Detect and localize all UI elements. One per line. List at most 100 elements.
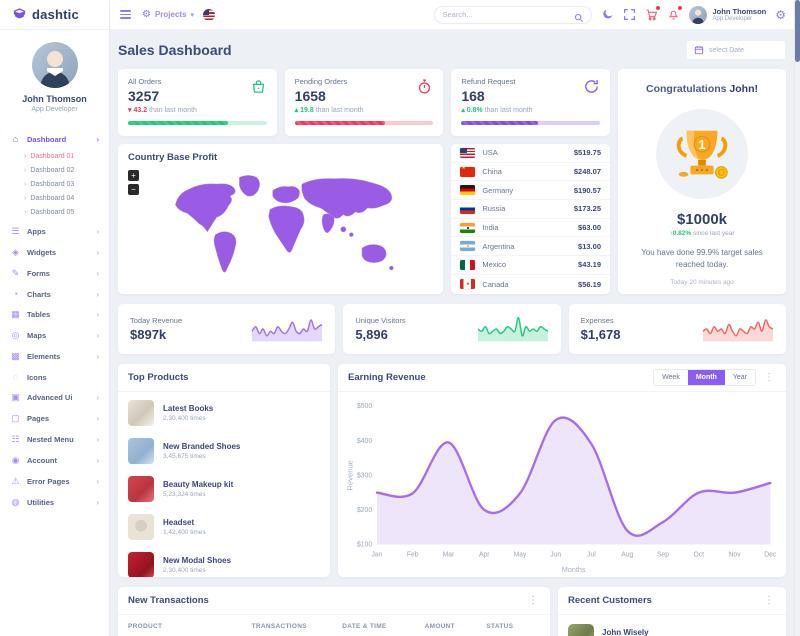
chevron-right-icon: › (96, 227, 99, 236)
country-profit-value: $248.07 (573, 167, 601, 177)
sidebar-item-widgets[interactable]: ◈ Widgets › (0, 242, 109, 263)
product-text: New Branded Shoes 3,45,675 times (163, 442, 240, 460)
product-item-shoes-red[interactable]: New Modal Shoes 2,30,400 times (118, 544, 330, 577)
sidebar-item-dashboard[interactable]: ⌂ Dashboard › (0, 129, 109, 149)
cart-icon[interactable] (645, 5, 662, 21)
world-map[interactable] (142, 168, 435, 288)
svg-text:$400: $400 (357, 438, 372, 445)
sidebar-item-account[interactable]: ◉ Account › (0, 450, 109, 471)
sidebar-item-elements[interactable]: ▩ Elements › (0, 346, 109, 367)
column-header-transactions[interactable]: TRANSACTIONS (251, 623, 307, 630)
country-row-china[interactable]: China $248.07 (451, 163, 610, 182)
hamburger-menu-icon[interactable] (118, 8, 133, 21)
settings-gear-icon[interactable]: ⚙ (775, 7, 786, 22)
topbar: ⚙ Projects ▾ (110, 0, 794, 30)
product-item-makeup[interactable]: Beauty Makeup kit 5,23,324 times (118, 468, 330, 506)
country-profit-value: $43.19 (578, 260, 601, 270)
projects-dropdown[interactable]: ⚙ Projects ▾ (142, 9, 194, 20)
column-header-status[interactable]: STATUS (486, 623, 514, 630)
sidebar-subitem-dashboard-03[interactable]: › Dashboard 03 (0, 177, 109, 191)
new-transactions-title: New Transactions (128, 595, 209, 606)
stat-label: Refund Request (461, 77, 516, 86)
svg-text:Apr: Apr (479, 552, 490, 559)
submenu-bullet-icon: › (24, 194, 27, 202)
sidebar-item-error-pages[interactable]: ⚠ Error Pages › (0, 471, 109, 492)
product-name: Latest Books (163, 404, 214, 413)
country-row-mexico[interactable]: Mexico $43.19 (451, 256, 610, 275)
mini-stat-label: Today Revenue (130, 316, 183, 325)
sidebar-item-pages[interactable]: ▢ Pages › (0, 408, 109, 429)
sidebar-subitem-dashboard-05[interactable]: › Dashboard 05 (0, 205, 109, 219)
scrollbar[interactable] (794, 0, 800, 636)
sidebar-item-tables[interactable]: ▦ Tables › (0, 304, 109, 325)
chevron-right-icon: › (96, 498, 99, 507)
search-input[interactable] (442, 10, 571, 19)
notifications-bell-icon[interactable] (667, 5, 684, 21)
topbar-user-name: John Thomson (712, 7, 767, 16)
search-icon[interactable] (574, 10, 584, 22)
chevron-right-icon: › (96, 352, 99, 361)
topbar-user-menu[interactable]: John Thomson App Developer (689, 5, 767, 24)
kebab-menu-icon[interactable]: ⋮ (528, 595, 538, 606)
congrats-message: You have done 99.9% target sales reached… (641, 248, 763, 269)
sidebar-item-advanced-ui[interactable]: ▣ Advanced Ui › (0, 387, 109, 408)
customer-list: John Wisely1340 Gills Rd, VA, 23139 (558, 615, 786, 636)
column-header-product[interactable]: PRODUCT (128, 623, 163, 630)
range-button-month[interactable]: Month (687, 370, 725, 385)
svg-text:Revenue: Revenue (346, 460, 355, 490)
dark-mode-moon-icon[interactable] (601, 8, 614, 21)
sidebar-subitem-dashboard-02[interactable]: › Dashboard 02 (0, 163, 109, 177)
product-item-headset[interactable]: Headset 1,42,400 times (118, 506, 330, 544)
sidebar-item-maps[interactable]: ◎ Maps › (0, 325, 109, 346)
chevron-down-icon: ▾ (190, 11, 195, 19)
country-row-germany[interactable]: Germany $190.57 (451, 181, 610, 201)
sidebar-item-icons[interactable]: ◌ Icons (0, 367, 109, 387)
country-row-argentina[interactable]: Argentina $13.00 (451, 237, 610, 257)
sidebar-subitem-dashboard-01[interactable]: › Dashboard 01 (0, 149, 109, 163)
country-row-russia[interactable]: Russia $173.25 (451, 200, 610, 219)
stat-label: Pending Orders (294, 77, 348, 86)
kebab-menu-icon[interactable]: ⋮ (764, 372, 774, 383)
stat-delta-value: 0.8% (466, 107, 483, 114)
kebab-menu-icon[interactable]: ⋮ (764, 595, 774, 606)
map-zoom-in-button[interactable]: + (128, 170, 139, 181)
mini-stats-row: Today Revenue $897k Unique Visitors 5,896 Ex… (118, 304, 786, 354)
customer-avatar (568, 624, 594, 636)
product-item-books[interactable]: Latest Books 2,30,400 times (118, 392, 330, 430)
svg-text:Nov: Nov (729, 552, 742, 559)
range-button-week[interactable]: Week (654, 370, 688, 385)
sidebar-item-label: Apps (27, 227, 46, 236)
scrollbar-thumb[interactable] (794, 0, 800, 62)
country-name: Canada (482, 279, 509, 289)
submenu-bullet-icon: › (24, 166, 27, 174)
select-date-input[interactable]: select Date (686, 40, 786, 60)
sidebar-item-forms[interactable]: ✎ Forms › (0, 263, 109, 284)
fullscreen-icon[interactable] (623, 8, 636, 21)
sidebar-item-label: Charts (27, 289, 51, 299)
column-header-amount[interactable]: AMOUNT (424, 623, 455, 630)
product-item-shoes-blue[interactable]: New Branded Shoes 3,45,675 times (118, 430, 330, 468)
brand-logo[interactable]: dashtic (0, 0, 109, 30)
customer-item[interactable]: John Wisely1340 Gills Rd, VA, 23139 (558, 615, 786, 636)
country-row-usa[interactable]: USA $519.75 (451, 144, 610, 163)
sidebar-item-charts[interactable]: ◔ Charts › (0, 284, 109, 304)
range-button-year[interactable]: Year (724, 370, 755, 385)
today-revenue-sparkline (251, 319, 323, 342)
sidebar-item-utilities[interactable]: ◍ Utilities › (0, 492, 109, 513)
sidebar-user-avatar[interactable] (31, 42, 78, 88)
sidebar-item-apps[interactable]: ☰ Apps › (0, 221, 109, 242)
sidebar-subitem-dashboard-04[interactable]: › Dashboard 04 (0, 191, 109, 205)
search-box (434, 5, 593, 24)
country-row-canada[interactable]: Canada $56.19 (451, 275, 610, 294)
product-name: Beauty Makeup kit (163, 480, 234, 489)
country-row-india[interactable]: India $63.00 (451, 219, 610, 238)
sidebar-item-nested-menu[interactable]: ☷ Nested Menu › (0, 429, 109, 450)
country-name: USA (482, 148, 498, 158)
map-zoom-out-button[interactable]: − (128, 184, 139, 195)
canada-flag-icon (460, 279, 476, 290)
expenses-sparkline (702, 319, 774, 342)
language-flag-icon[interactable] (203, 8, 216, 21)
country-profit-value: $13.00 (578, 241, 601, 251)
svg-text:Oct: Oct (694, 552, 705, 559)
column-header-date-time[interactable]: DATE & TIME (342, 623, 387, 630)
